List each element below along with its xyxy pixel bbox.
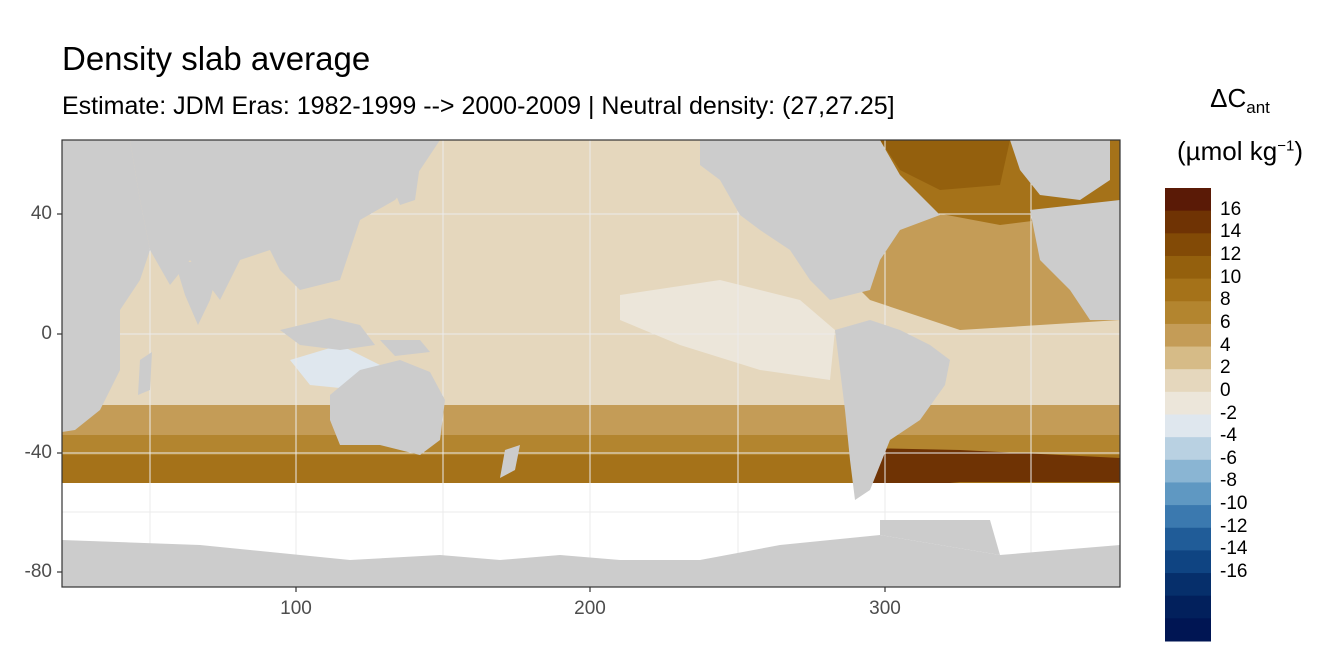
land-south-america [835,320,950,500]
x-tick-label: 100 [280,598,312,619]
legend-swatch [1165,618,1211,642]
legend-swatch [1165,459,1211,483]
legend-swatch [1165,505,1211,529]
legend-swatch [1165,188,1211,212]
land-europe [1030,200,1120,320]
legend-swatch [1165,210,1211,234]
panel-border [61,139,1121,588]
band-south-tropics [62,370,1120,405]
legend-label: 2 [1220,357,1231,379]
legend-label: -12 [1220,515,1248,537]
legend-swatch [1165,255,1211,280]
region-argentine-basin [862,448,1120,490]
legend-swatch [1165,527,1211,551]
land-india [175,262,220,325]
legend-swatch [1165,437,1211,461]
land-antarctic-peninsula [880,520,1000,555]
legend-label: -16 [1220,561,1248,583]
legend-label: -2 [1220,402,1237,424]
legend-unit: (µmol kg−1) [1177,136,1303,166]
land-madagascar [138,352,152,395]
chart-title: Density slab average [62,40,371,77]
legend-swatch [1165,573,1211,597]
legend-colorbar [1165,188,1211,642]
y-tick-label: 40 [30,203,52,224]
land-eurasia [130,140,440,300]
x-tick-label: 300 [869,598,901,619]
legend-swatch [1165,278,1211,302]
land-masses [62,140,1120,587]
legend-swatch [1165,233,1211,257]
land-new-zealand [500,445,520,478]
legend-swatch [1165,482,1211,506]
legend-swatch [1165,301,1211,325]
region-eastern-equatorial-pacific [620,280,835,380]
legend-swatch [1165,323,1211,348]
y-tick-label: 0 [41,323,52,344]
legend-swatch [1165,595,1211,619]
legend-label: 6 [1220,311,1231,333]
y-tick-label: -80 [24,561,52,582]
land-antarctica [62,535,1120,587]
region-labrador [880,140,1010,190]
legend-label: 10 [1220,266,1242,288]
land-greenland [1010,140,1110,200]
legend-label: -4 [1220,425,1237,447]
x-tick-label: 200 [574,598,606,619]
land-australia [330,360,445,455]
legend-label: 4 [1220,334,1231,356]
land-arabia [62,230,135,295]
legend-label: -8 [1220,470,1237,492]
land-indonesia [280,318,375,350]
y-tick-label: -40 [24,442,52,463]
land-new-guinea [380,340,430,356]
legend-swatch [1165,550,1211,574]
legend-swatch [1165,414,1211,438]
legend-swatch [1165,369,1211,393]
land-kamchatka [390,150,420,205]
legend-swatch [1165,391,1211,415]
legend-title: ΔCant [1210,83,1270,118]
axis-tick-marks [57,213,886,592]
legend-label: -6 [1220,447,1237,469]
legend-label: -14 [1220,538,1248,560]
legend-label: 0 [1220,379,1231,401]
map-panel [62,140,1120,587]
legend-label: -10 [1220,493,1248,515]
chart-subtitle: Estimate: JDM Eras: 1982-1999 --> 2000-2… [62,92,895,120]
legend-label: 16 [1220,198,1242,220]
land-north-america [700,140,940,300]
legend-label: 14 [1220,221,1242,243]
legend-label: 8 [1220,289,1231,311]
legend-label: 12 [1220,243,1242,265]
legend-swatch [1165,346,1211,370]
band-south-subtropics [62,405,1120,435]
